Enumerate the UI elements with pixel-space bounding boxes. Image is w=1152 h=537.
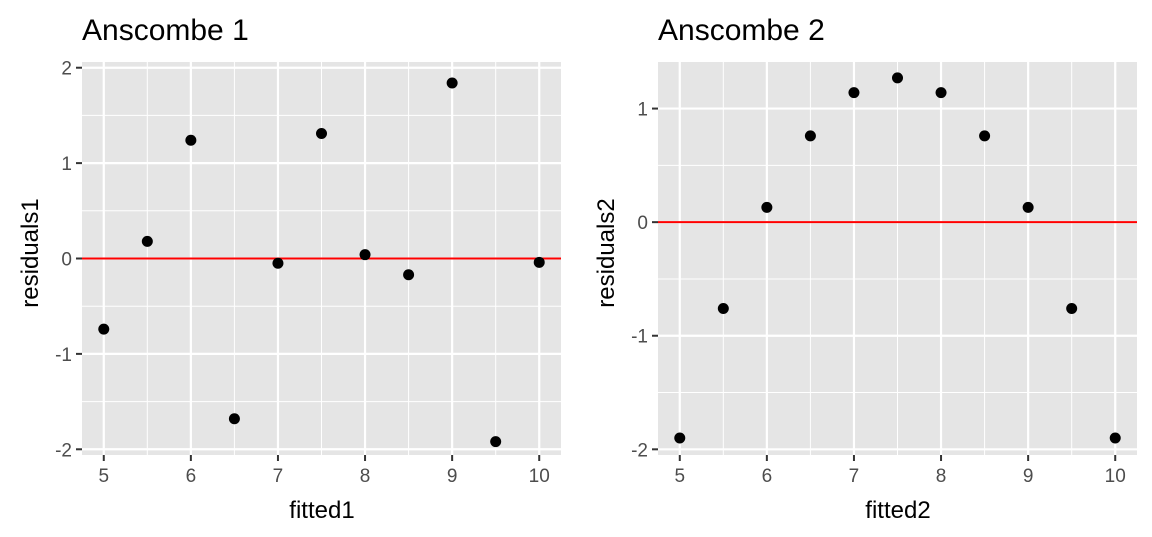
y-tick-label: 0	[61, 250, 72, 271]
data-point	[717, 302, 729, 314]
x-tick-label: 8	[936, 466, 947, 487]
data-point	[761, 201, 773, 213]
data-point	[359, 249, 371, 261]
x-tick-label: 10	[1105, 466, 1126, 487]
y-tick-label: 0	[637, 213, 648, 234]
data-point	[979, 130, 991, 142]
data-point	[804, 130, 816, 142]
x-tick-label: 5	[98, 466, 109, 487]
anscombe-1-chart: Anscombe 1 fitted1 residuals1 5 6 7 8 9 10-2-…	[17, 14, 561, 524]
data-point	[272, 257, 284, 269]
y-tick-label: -2	[631, 440, 648, 461]
data-point	[1022, 201, 1034, 213]
x-tick-label: 8	[360, 466, 371, 487]
x-axis-title: fitted2	[865, 497, 930, 524]
data-point	[1109, 432, 1121, 444]
x-tick-label: 7	[849, 466, 860, 487]
data-point	[490, 436, 502, 448]
y-axis-title: residuals2	[593, 198, 620, 307]
data-point	[892, 72, 903, 84]
y-tick-label: 2	[61, 59, 72, 80]
data-point	[141, 235, 153, 247]
data-point	[848, 87, 860, 99]
data-point	[446, 77, 458, 89]
data-point	[228, 413, 240, 425]
chart-title: Anscombe 1	[82, 14, 249, 47]
y-tick-label: -1	[631, 327, 648, 348]
data-point	[674, 432, 686, 444]
x-tick-label: 5	[674, 466, 685, 487]
data-point	[185, 134, 197, 146]
x-tick-label: 9	[1023, 466, 1034, 487]
y-axis-title: residuals1	[17, 198, 44, 307]
x-tick-label: 6	[186, 466, 197, 487]
x-tick-label: 9	[447, 466, 458, 487]
y-tick-label: -2	[55, 440, 72, 461]
plot-area	[82, 62, 561, 455]
data-point	[98, 323, 110, 335]
data-point	[533, 256, 545, 268]
chart-title: Anscombe 2	[658, 14, 825, 47]
x-tick-label: 6	[762, 466, 773, 487]
anscombe-2-chart: Anscombe 2 fitted2 residuals2 5 6 7 8 9 10-2-…	[593, 14, 1137, 524]
x-tick-label: 10	[529, 466, 550, 487]
x-axis-title: fitted1	[289, 497, 354, 524]
plot-area	[658, 62, 1137, 455]
y-tick-label: 1	[637, 100, 648, 121]
x-tick-label: 7	[273, 466, 284, 487]
y-tick-label: 1	[61, 154, 72, 175]
y-tick-label: -1	[55, 345, 72, 366]
data-point	[316, 128, 327, 140]
data-point	[1066, 302, 1078, 314]
data-point	[403, 269, 415, 281]
data-point	[935, 87, 947, 99]
